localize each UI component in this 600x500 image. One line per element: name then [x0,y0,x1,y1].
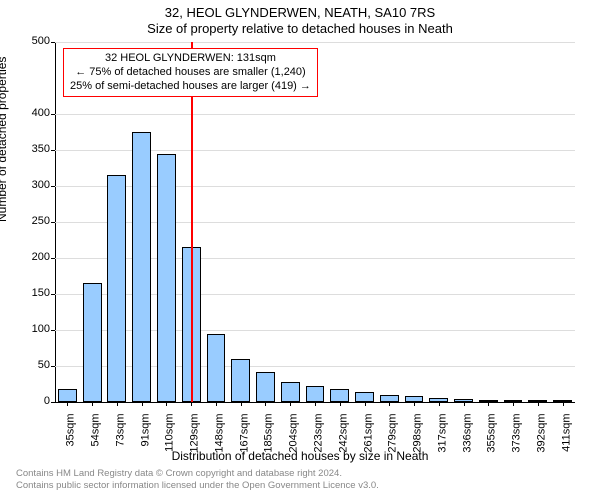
bar [256,372,275,402]
annotation-line-3: 25% of semi-detached houses are larger (… [70,80,311,94]
y-tick-label: 350 [10,144,50,155]
bar [58,389,77,402]
bar [380,395,399,402]
y-tick-mark [51,222,55,223]
footnote-line-2: Contains public sector information licen… [16,480,379,492]
x-tick-mark [389,402,390,406]
bar [83,283,102,402]
bar [107,175,126,402]
y-tick-label: 0 [10,396,50,407]
annotation-box: 32 HEOL GLYNDERWEN: 131sqm ← 75% of deta… [63,48,318,97]
y-tick-label: 400 [10,108,50,119]
x-tick-mark [142,402,143,406]
x-tick-mark [216,402,217,406]
bar [281,382,300,402]
x-tick-mark [265,402,266,406]
gridline [55,114,575,115]
y-tick-mark [51,42,55,43]
x-axis-title: Distribution of detached houses by size … [0,449,600,463]
footnote-line-1: Contains HM Land Registry data © Crown c… [16,468,342,480]
x-tick-mark [464,402,465,406]
chart-title-main: 32, HEOL GLYNDERWEN, NEATH, SA10 7RS [0,6,600,20]
y-tick-label: 50 [10,360,50,371]
y-tick-label: 500 [10,36,50,47]
bar [207,334,226,402]
x-tick-mark [117,402,118,406]
x-tick-mark [513,402,514,406]
x-tick-mark [166,402,167,406]
y-axis-title: Number of detached properties [0,57,9,222]
bar [330,389,349,402]
y-tick-mark [51,330,55,331]
x-tick-mark [439,402,440,406]
y-tick-mark [51,402,55,403]
gridline [55,42,575,43]
y-tick-label: 100 [10,324,50,335]
annotation-line-2: ← 75% of detached houses are smaller (1,… [70,66,311,80]
x-tick-mark [67,402,68,406]
bar [231,359,250,402]
y-tick-label: 300 [10,180,50,191]
x-tick-mark [340,402,341,406]
bar [306,386,325,402]
y-tick-mark [51,294,55,295]
annotation-line-1: 32 HEOL GLYNDERWEN: 131sqm [70,52,311,66]
y-tick-label: 150 [10,288,50,299]
bar [132,132,151,402]
y-tick-mark [51,150,55,151]
x-tick-mark [315,402,316,406]
chart-container: { "chart": { "type": "histogram", "title… [0,0,600,500]
chart-title-sub: Size of property relative to detached ho… [0,22,600,36]
x-tick-mark [92,402,93,406]
y-tick-label: 250 [10,216,50,227]
y-tick-mark [51,114,55,115]
x-tick-mark [191,402,192,406]
bar [355,392,374,402]
x-tick-mark [365,402,366,406]
x-tick-mark [290,402,291,406]
y-tick-mark [51,258,55,259]
x-tick-mark [488,402,489,406]
y-tick-mark [51,366,55,367]
x-tick-mark [563,402,564,406]
x-tick-mark [538,402,539,406]
y-tick-mark [51,186,55,187]
y-tick-label: 200 [10,252,50,263]
x-tick-mark [414,402,415,406]
x-tick-mark [241,402,242,406]
bar [157,154,176,402]
